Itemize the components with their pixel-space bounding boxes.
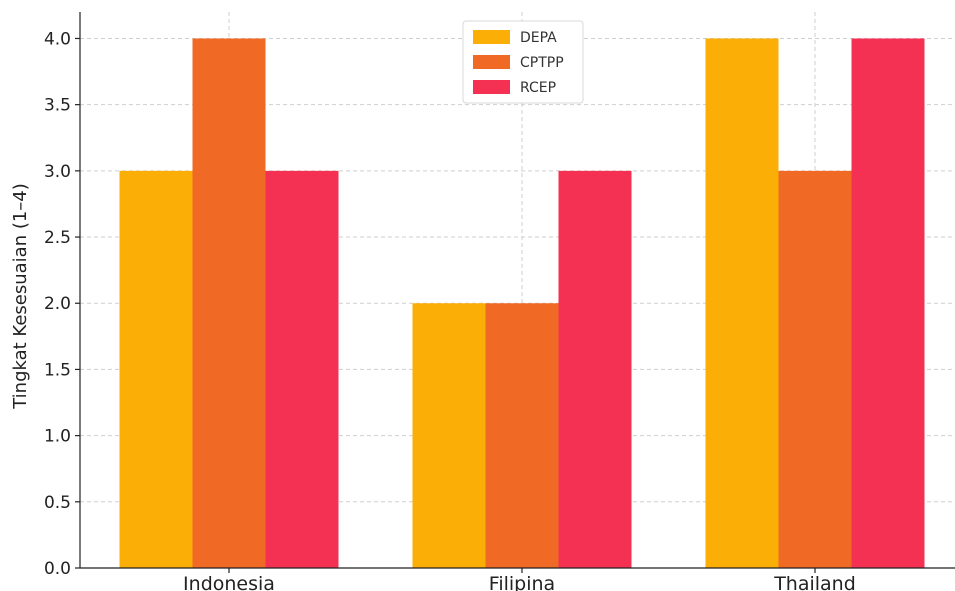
y-tick-label: 0.0	[44, 559, 71, 579]
bar-depa-indonesia	[119, 170, 193, 568]
x-tick-label: Thailand	[773, 573, 856, 591]
y-tick-label: 3.0	[44, 162, 71, 182]
bar-rcep-filipina	[558, 170, 632, 568]
legend-label-rcep: RCEP	[520, 80, 556, 96]
bar-cptpp-indonesia	[192, 38, 266, 568]
legend: DEPA CPTPP RCEP	[462, 20, 584, 104]
x-tick-labels: Indonesia Filipina Thailand	[183, 568, 856, 591]
y-tick-label: 1.5	[44, 360, 71, 380]
y-tick-label: 4.0	[44, 29, 71, 49]
y-tick-label: 2.5	[44, 228, 71, 248]
legend-swatch-rcep	[473, 80, 510, 94]
y-tick-label: 0.5	[44, 493, 71, 513]
bar-depa-filipina	[412, 303, 486, 568]
y-tick-label: 2.0	[44, 294, 71, 314]
bar-cptpp-thailand	[778, 170, 852, 568]
bar-depa-thailand	[705, 38, 779, 568]
y-tick-label: 3.5	[44, 96, 71, 116]
bars	[119, 38, 925, 568]
legend-label-cptpp: CPTPP	[520, 55, 564, 71]
legend-label-depa: DEPA	[520, 30, 557, 46]
x-tick-label: Indonesia	[183, 573, 275, 591]
legend-swatch-depa	[473, 30, 510, 44]
legend-swatch-cptpp	[473, 55, 510, 69]
bar-rcep-thailand	[851, 38, 925, 568]
bar-cptpp-filipina	[485, 303, 559, 568]
bar-rcep-indonesia	[265, 170, 339, 568]
y-tick-labels: 0.0 0.5 1.0 1.5 2.0 2.5 3.0 3.5 4.0	[44, 29, 80, 579]
x-tick-label: Filipina	[489, 573, 555, 591]
y-axis-label: Tingkat Kesesuaian (1–4)	[10, 183, 31, 410]
y-tick-label: 1.0	[44, 427, 71, 447]
